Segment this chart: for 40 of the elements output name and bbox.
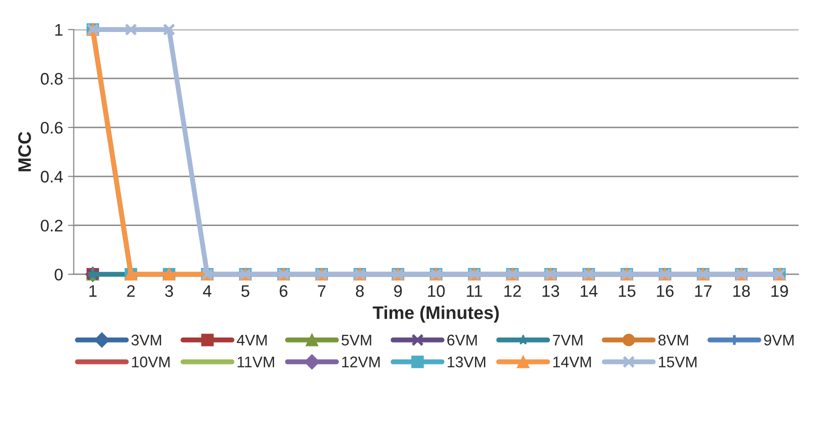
y-tick-label: 1 [55,24,62,36]
x-tick-label: 2 [127,285,135,297]
x-tick-label: 10 [428,285,445,297]
legend-label: 10VM [132,356,170,368]
legend-label: 8VM [658,334,688,346]
y-tick-label: 0.4 [40,170,63,183]
x-tick-label: 18 [733,285,750,297]
x-tick-label: 12 [504,285,521,297]
x-tick-label: 9 [394,285,402,297]
legend-label: 5VM [342,334,372,346]
x-tick-label: 7 [318,285,326,297]
x-tick-label: 4 [202,285,212,297]
y-tick-label: 0.6 [40,122,63,134]
legend-label: 13VM [448,356,486,368]
x-tick-label: 13 [542,285,560,297]
x-tick-label: 11 [466,285,482,297]
x-axis-title: Time (Minutes) [372,306,499,323]
y-tick-label: 0.2 [40,220,62,232]
x-tick-label: 15 [618,285,636,297]
legend-label: 3VM [131,334,162,346]
legend-label: 12VM [342,356,380,368]
x-tick-label: 8 [356,285,364,297]
legend-label: 7VM [552,334,582,346]
legend-label: 11VM [238,356,274,368]
y-axis-title: MCC [18,132,31,172]
x-tick-label: 17 [695,285,712,297]
x-tick-label: 6 [280,285,288,297]
legend-label: 14VM [553,356,591,368]
x-tick-label: 5 [241,285,250,297]
x-tick-label: 19 [771,285,788,297]
legend-label: 4VM [236,334,267,346]
x-tick-label: 1 [89,285,97,297]
legend-label: 6VM [447,334,477,346]
y-tick-label: 0 [54,268,63,281]
x-tick-label: 14 [580,285,598,297]
legend-label: 15VM [658,356,696,368]
y-tick-label: 0.8 [40,72,63,85]
legend-label: 9VM [764,334,794,346]
x-tick-label: 3 [165,285,173,297]
x-tick-label: 16 [657,285,674,297]
